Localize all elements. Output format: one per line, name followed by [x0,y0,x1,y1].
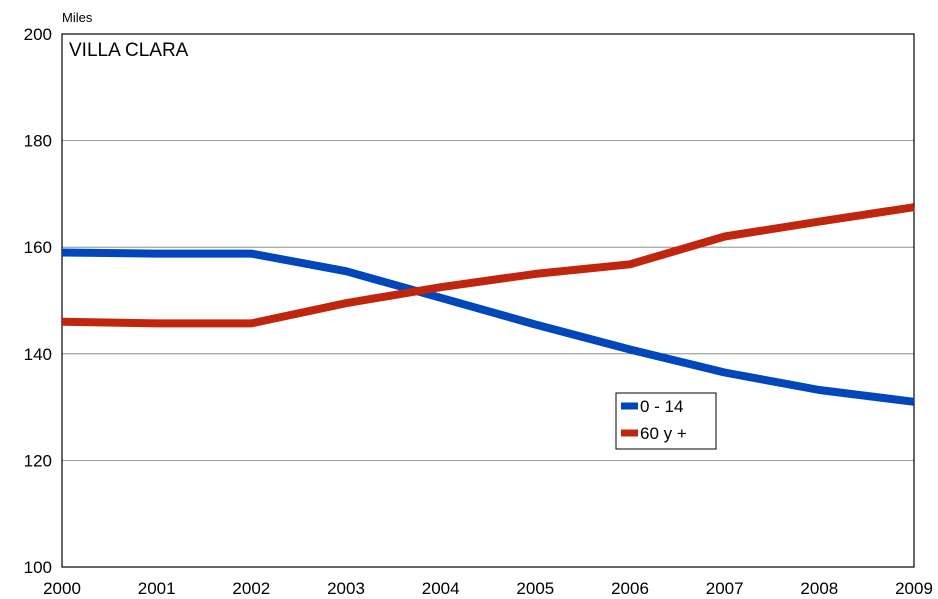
legend-box [615,392,717,450]
gridlines [62,140,914,461]
region-label: VILLA CLARA [69,40,189,61]
series-line-1 [61,203,915,328]
y-tick-label: 140 [24,345,52,364]
x-tick-label: 2001 [138,579,176,598]
plot-border [61,33,915,568]
unit-label: Miles [62,10,93,25]
x-tick-label: 2007 [706,579,744,598]
y-tick-label: 160 [24,238,52,257]
x-tick-label: 2002 [232,579,270,598]
y-tick-label: 200 [24,25,52,44]
y-tick-label: 180 [24,132,52,151]
legend-label-0: 0 - 14 [640,397,683,416]
y-tick-label: 120 [24,451,52,470]
x-tick-label: 2009 [895,579,933,598]
series-lines [61,203,915,406]
series-line-0 [61,248,915,406]
plot-area [62,34,914,567]
y-tick-label: 100 [24,558,52,577]
legend: 0 - 14 60 y + [615,392,717,450]
legend-label-1: 60 y + [640,424,687,443]
x-tick-label: 2004 [422,579,460,598]
x-tick-label: 2006 [611,579,649,598]
y-axis-ticks: 100 120 140 160 180 200 [24,25,52,577]
x-tick-label: 2000 [43,579,81,598]
x-tick-label: 2008 [800,579,838,598]
x-tick-label: 2005 [516,579,554,598]
x-axis-ticks: 2000 2001 2002 2003 2004 2005 2006 2007 2008 2009 [43,579,933,598]
x-tick-label: 2003 [327,579,365,598]
